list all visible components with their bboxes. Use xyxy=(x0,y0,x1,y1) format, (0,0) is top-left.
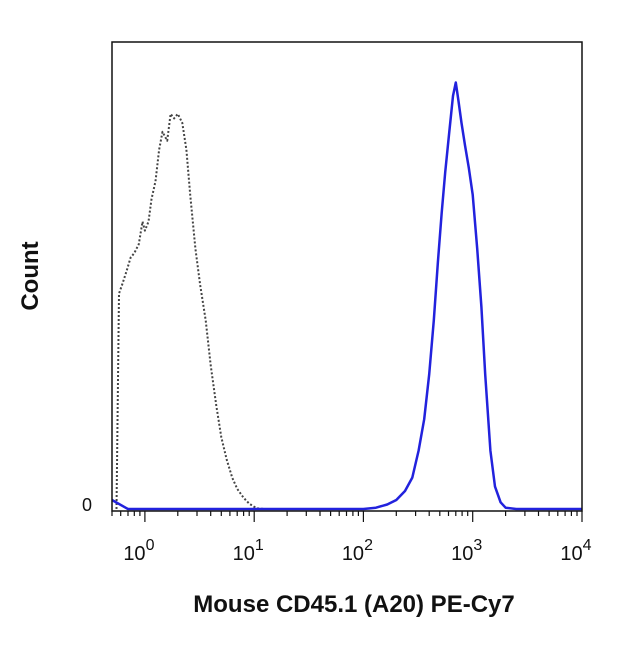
series-solid-line xyxy=(111,81,582,511)
x-tick-label: 103 xyxy=(451,537,482,565)
x-axis-tick-labels: 100 101 102 103 104 xyxy=(123,537,591,565)
x-tick-label-base: 10 xyxy=(560,543,582,565)
x-tick-label-exponent: 0 xyxy=(146,537,155,554)
series-layer xyxy=(111,81,582,511)
x-axis-ticks xyxy=(111,511,583,522)
x-tick-label-exponent: 3 xyxy=(473,537,482,554)
plot-frame xyxy=(111,41,583,512)
x-axis-label: Mouse CD45.1 (A20) PE-Cy7 xyxy=(193,591,514,618)
y-axis-label: Count xyxy=(17,241,44,310)
x-tick-label: 102 xyxy=(342,537,373,565)
x-tick-label-exponent: 2 xyxy=(364,537,373,554)
y-axis-tick-labels: 0 xyxy=(82,495,92,515)
x-tick-label-base: 10 xyxy=(123,543,145,565)
x-tick-label: 104 xyxy=(560,537,591,565)
x-tick-label-base: 10 xyxy=(451,543,473,565)
x-tick-label: 101 xyxy=(233,537,264,565)
x-tick-label-exponent: 1 xyxy=(255,537,264,554)
y-tick-label: 0 xyxy=(82,495,92,515)
x-tick-label-base: 10 xyxy=(233,543,255,565)
x-tick-label-exponent: 4 xyxy=(583,537,592,554)
series-dotted-line xyxy=(115,112,265,510)
x-tick-label-base: 10 xyxy=(342,543,364,565)
x-tick-label: 100 xyxy=(123,537,154,565)
